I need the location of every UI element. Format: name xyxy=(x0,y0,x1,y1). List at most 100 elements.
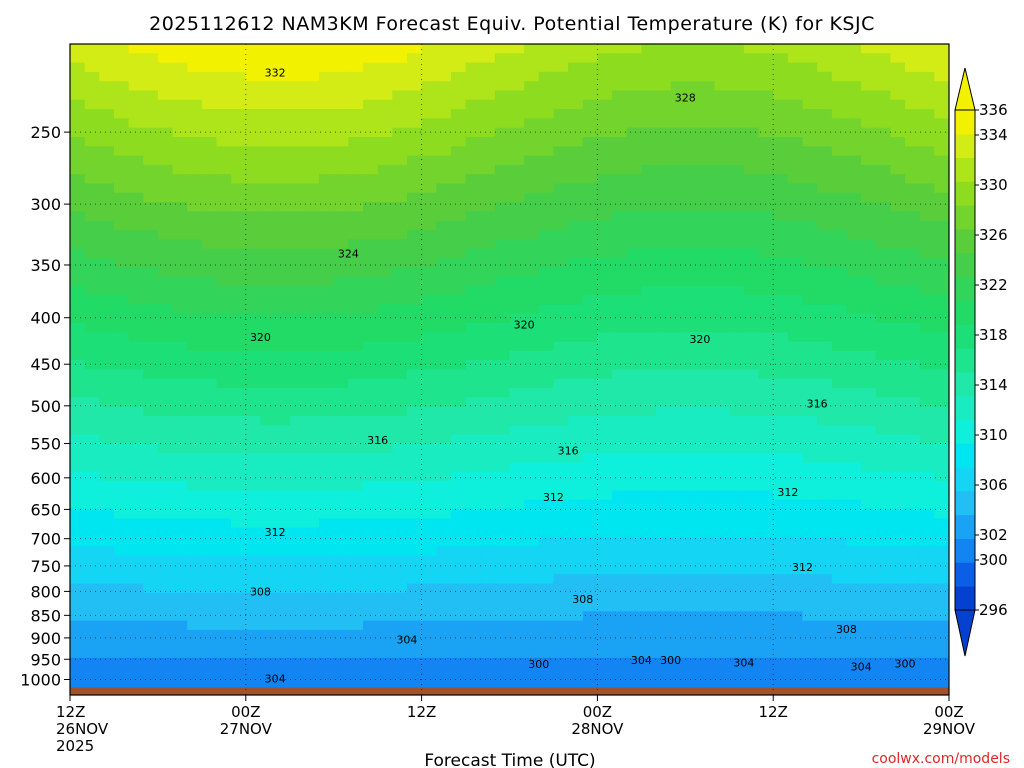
field-cell xyxy=(729,583,745,594)
field-cell xyxy=(392,388,408,398)
field-cell xyxy=(231,183,247,194)
field-cell xyxy=(553,248,569,259)
field-cell xyxy=(802,360,818,371)
field-cell xyxy=(641,555,657,566)
field-cell xyxy=(231,90,247,101)
field-cell xyxy=(187,574,203,584)
field-cell xyxy=(392,536,408,547)
field-cell xyxy=(509,388,525,398)
field-cell xyxy=(538,555,555,566)
field-cell xyxy=(494,183,511,194)
field-cell xyxy=(743,434,760,445)
field-cell xyxy=(905,611,921,622)
field-cell xyxy=(245,592,262,603)
field-cell xyxy=(216,99,232,110)
field-cell xyxy=(231,350,247,361)
field-cell xyxy=(524,388,540,398)
field-cell xyxy=(802,323,818,333)
field-cell xyxy=(377,90,393,101)
field-cell xyxy=(392,481,408,491)
field-cell xyxy=(729,174,745,185)
field-cell xyxy=(245,146,262,157)
field-cell xyxy=(597,323,613,333)
field-cell xyxy=(143,378,159,389)
field-cell xyxy=(846,230,862,240)
field-cell xyxy=(656,657,672,668)
field-cell xyxy=(201,583,218,594)
field-cell xyxy=(597,676,613,687)
field-cell xyxy=(773,443,789,454)
field-cell xyxy=(509,592,525,603)
field-cell xyxy=(187,620,203,631)
field-cell xyxy=(729,202,745,212)
field-cell xyxy=(612,183,628,194)
field-cell xyxy=(875,490,891,501)
field-cell xyxy=(758,202,774,212)
field-cell xyxy=(729,44,745,54)
field-cell xyxy=(216,164,232,175)
field-cell xyxy=(934,81,949,92)
field-cell xyxy=(348,146,364,157)
field-cell xyxy=(392,648,408,659)
field-cell xyxy=(157,239,174,250)
field-cell xyxy=(480,257,496,268)
field-cell xyxy=(465,90,481,101)
field-cell xyxy=(377,388,393,398)
field-cell xyxy=(861,341,877,352)
field-cell xyxy=(289,155,305,166)
field-cell xyxy=(729,629,745,640)
field-cell xyxy=(670,99,686,110)
field-cell xyxy=(846,155,862,166)
field-cell xyxy=(934,202,949,212)
field-cell xyxy=(582,192,598,203)
colorbar-label: 318 xyxy=(979,326,1008,344)
field-cell xyxy=(758,62,774,73)
field-cell xyxy=(436,90,452,101)
field-cell xyxy=(113,397,130,408)
field-cell xyxy=(846,425,862,436)
field-cell xyxy=(275,416,291,426)
field-cell xyxy=(304,118,320,129)
field-cell xyxy=(802,71,818,82)
field-cell xyxy=(582,53,598,64)
field-cell xyxy=(216,462,232,473)
field-cell xyxy=(582,527,598,538)
field-cell xyxy=(656,416,672,426)
field-cell xyxy=(70,388,86,398)
field-cell xyxy=(260,564,276,575)
field-cell xyxy=(509,657,525,668)
field-cell xyxy=(670,583,686,594)
field-cell xyxy=(406,323,423,333)
field-cell xyxy=(787,518,804,529)
field-cell xyxy=(831,369,848,380)
field-cell xyxy=(231,164,247,175)
field-cell xyxy=(538,71,555,82)
field-cell xyxy=(641,490,657,501)
field-cell xyxy=(143,90,159,101)
field-cell xyxy=(670,546,686,557)
field-cell xyxy=(406,397,423,408)
field-cell xyxy=(348,620,364,631)
field-cell xyxy=(890,99,906,110)
field-cell xyxy=(245,276,262,287)
field-cell xyxy=(553,183,569,194)
field-cell xyxy=(861,267,877,278)
field-cell xyxy=(758,118,774,129)
field-cell xyxy=(406,471,423,482)
field-cell xyxy=(275,90,291,101)
field-cell xyxy=(450,360,467,371)
field-cell xyxy=(465,518,481,529)
colorbar-swatch xyxy=(955,133,975,159)
field-cell xyxy=(568,416,584,426)
field-cell xyxy=(773,248,789,259)
field-cell xyxy=(817,285,833,296)
field-cell xyxy=(875,71,891,82)
field-cell xyxy=(524,667,540,677)
field-cell xyxy=(304,323,320,333)
field-cell xyxy=(348,313,364,324)
field-cell xyxy=(934,369,949,380)
field-cell xyxy=(773,378,789,389)
field-cell xyxy=(714,583,730,594)
field-cell xyxy=(84,192,100,203)
field-cell xyxy=(524,118,540,129)
